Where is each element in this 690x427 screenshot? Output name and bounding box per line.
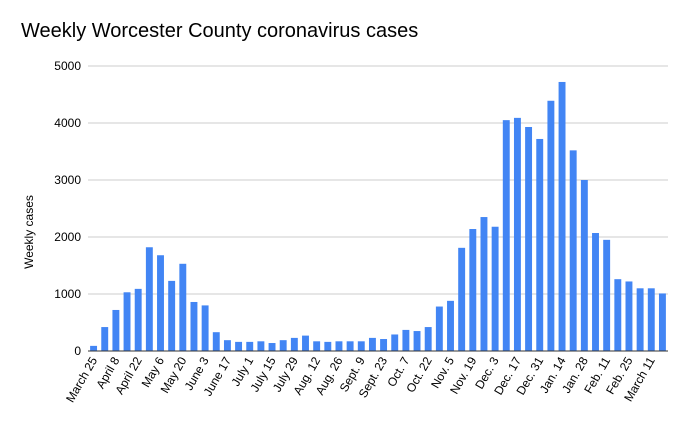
bar (168, 280, 176, 351)
bar (558, 81, 566, 352)
bar (447, 300, 454, 351)
bar (424, 327, 432, 351)
bar (112, 309, 120, 351)
bar (513, 117, 521, 352)
bars (90, 81, 666, 352)
bar (223, 340, 231, 351)
bar (502, 120, 510, 352)
bar (302, 335, 309, 351)
bar (603, 239, 611, 351)
bar (625, 281, 633, 351)
bar (313, 341, 321, 351)
bar (580, 180, 588, 351)
bar (145, 247, 153, 351)
y-tick-label: 3000 (54, 173, 81, 187)
bar (201, 305, 209, 351)
bar (257, 341, 265, 351)
y-tick-label: 4000 (54, 116, 81, 130)
bar (569, 150, 577, 351)
y-tick-label: 5000 (54, 59, 81, 73)
bar (346, 341, 354, 351)
bar (134, 288, 142, 351)
bar (123, 292, 131, 351)
bar (101, 327, 109, 351)
bar (536, 138, 544, 351)
bar (190, 301, 198, 351)
bar (335, 341, 343, 351)
bar (480, 217, 488, 351)
chart-title: Weekly Worcester County coronavirus case… (21, 20, 419, 42)
y-tick-label: 0 (74, 344, 81, 358)
bar (157, 255, 164, 351)
bar (246, 341, 254, 351)
x-tick-label: March 25 (63, 354, 100, 405)
y-axis-label: Weekly cases (22, 195, 36, 269)
bar (357, 341, 365, 351)
bar (413, 331, 421, 351)
bar (491, 226, 499, 351)
bar (469, 229, 477, 351)
bar (614, 279, 622, 351)
bar (458, 247, 466, 351)
bar (380, 339, 388, 351)
bar (525, 126, 533, 352)
bar (90, 345, 98, 351)
bar (368, 337, 376, 351)
bar (435, 306, 443, 351)
bar (391, 334, 399, 351)
bar (324, 341, 332, 351)
bar (235, 341, 243, 351)
y-axis-ticks: 0 1000 2000 3000 4000 5000 (54, 59, 81, 358)
bar (179, 263, 187, 351)
bar (279, 340, 287, 351)
bar (636, 288, 644, 351)
bar (592, 233, 599, 351)
bar (402, 329, 410, 351)
bar (658, 293, 666, 351)
bar (547, 100, 555, 352)
bar (212, 332, 220, 351)
y-tick-label: 2000 (54, 230, 81, 244)
bar (290, 337, 298, 351)
bar (647, 288, 655, 351)
bar (268, 343, 276, 351)
y-tick-label: 1000 (54, 287, 81, 301)
